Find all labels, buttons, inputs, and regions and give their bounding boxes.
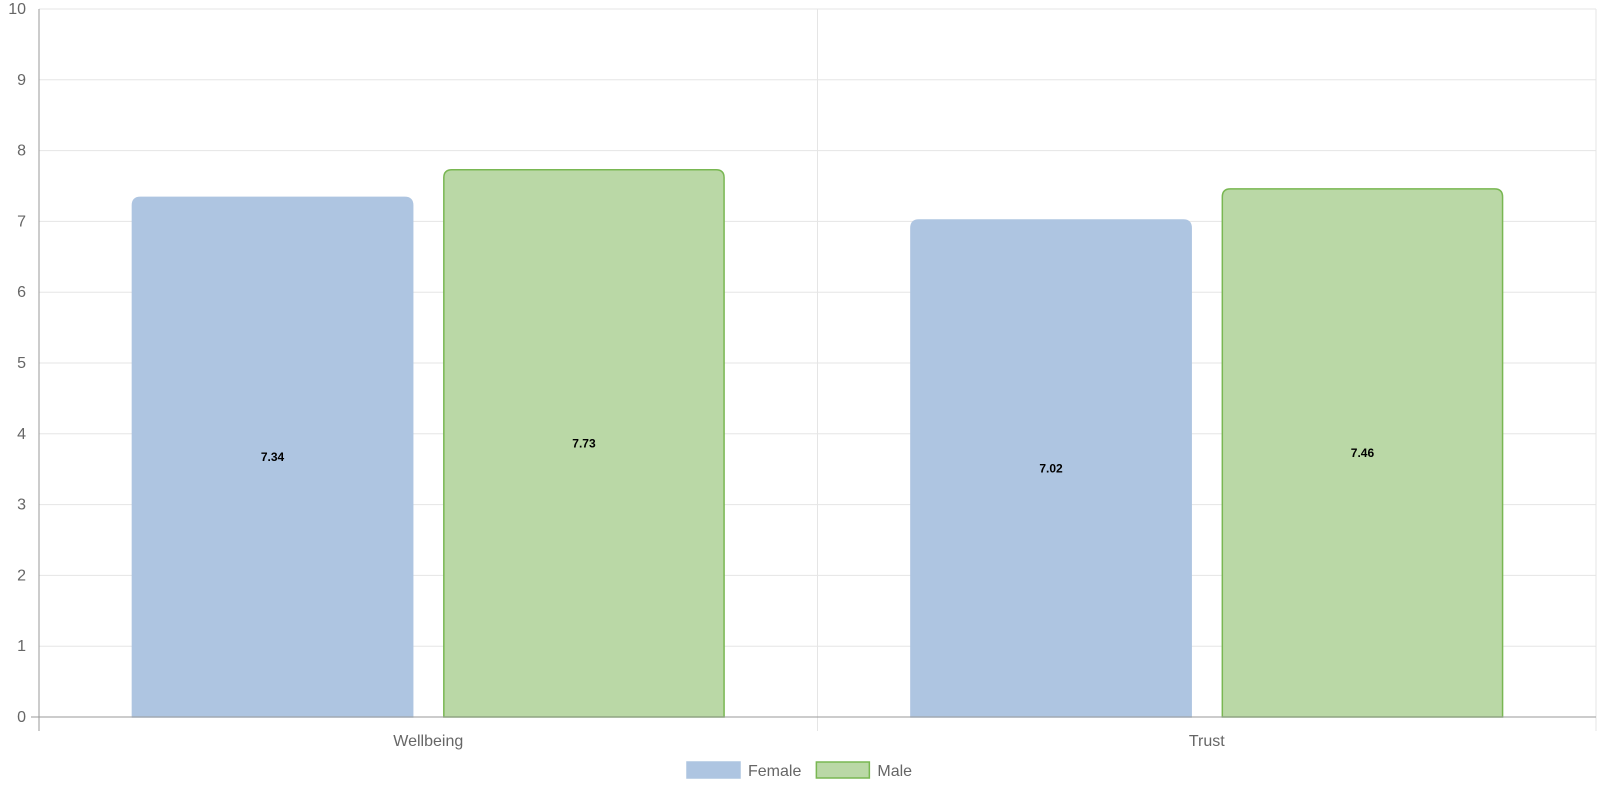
- legend-label-female[interactable]: Female: [748, 763, 801, 780]
- legend-swatch-male[interactable]: [815, 761, 871, 779]
- y-tick-label: 1: [17, 638, 26, 655]
- x-category-label: Trust: [1189, 733, 1225, 750]
- legend-swatch-female[interactable]: [686, 761, 741, 779]
- y-tick-label: 9: [17, 72, 26, 89]
- bar-male-trust[interactable]: [1221, 188, 1504, 718]
- y-tick-label: 7: [17, 213, 26, 230]
- data-label: 7.46: [1351, 446, 1375, 460]
- x-axis-category-labels: Wellbeing Trust: [393, 733, 1225, 750]
- axes: [31, 9, 1596, 731]
- y-tick-label: 0: [17, 709, 26, 726]
- x-category-label: Wellbeing: [393, 733, 463, 750]
- y-tick-label: 6: [17, 284, 26, 301]
- y-tick-label: 5: [17, 355, 26, 372]
- y-axis-tick-labels: 0 1 2 3 4 5 6 7 8 9 10: [8, 1, 26, 726]
- y-tick-label: 10: [8, 1, 26, 18]
- y-tick-label: 2: [17, 567, 26, 584]
- data-label: 7.73: [572, 436, 596, 450]
- y-tick-label: 4: [17, 426, 26, 443]
- legend-label-male[interactable]: Male: [877, 763, 912, 780]
- bar-male-wellbeing[interactable]: [443, 168, 725, 718]
- bar-female-trust[interactable]: [910, 219, 1192, 718]
- legend[interactable]: Female Male: [686, 761, 912, 780]
- data-label: 7.02: [1039, 461, 1063, 475]
- bar-female-wellbeing[interactable]: [131, 196, 414, 718]
- y-tick-label: 3: [17, 497, 26, 514]
- y-tick-label: 8: [17, 143, 26, 160]
- bars: 7.34 7.73 7.02 7.46: [131, 168, 1504, 718]
- data-label: 7.34: [261, 450, 285, 464]
